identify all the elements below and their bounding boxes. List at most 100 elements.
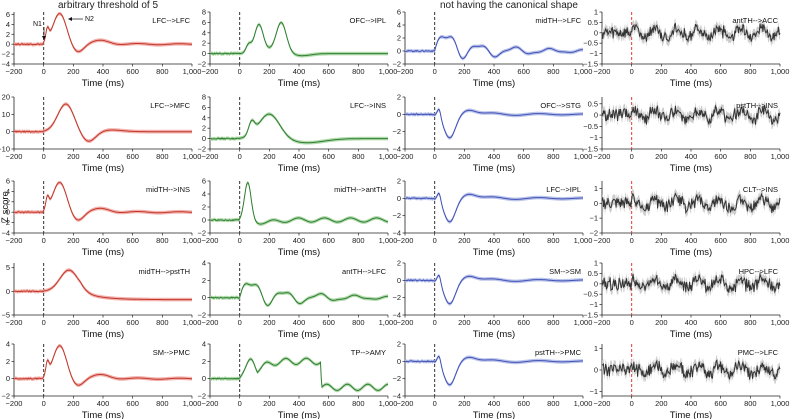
mean-trace bbox=[404, 36, 583, 60]
x-tick-label: 1,000 bbox=[574, 399, 593, 408]
x-axis-title: Time (ms) bbox=[278, 163, 320, 174]
y-tick-label: 4 bbox=[202, 113, 206, 122]
x-axis-title: Time (ms) bbox=[473, 247, 515, 258]
y-tick-label: 0 bbox=[397, 357, 401, 366]
x-tick-label: 200 bbox=[67, 152, 80, 161]
panel-label: midTH-->INS bbox=[146, 185, 190, 194]
x-tick-label: 200 bbox=[655, 318, 668, 327]
y-tick-label: 0.5 bbox=[588, 269, 598, 278]
y-tick-label: 0 bbox=[202, 216, 206, 225]
x-tick-label: 800 bbox=[744, 152, 757, 161]
panel-label: OFC-->STG bbox=[540, 101, 581, 110]
confidence-band bbox=[14, 268, 192, 302]
x-tick-label: −200 bbox=[6, 152, 23, 161]
panel-label: pstTH-->INS bbox=[736, 101, 778, 110]
x-tick-label: 1,000 bbox=[379, 236, 398, 245]
x-tick-label: 0 bbox=[238, 67, 242, 76]
panel-label: SM-->SM bbox=[549, 267, 581, 276]
panel-label: midTH-->pstTH bbox=[139, 267, 190, 276]
y-tick-label: 8 bbox=[202, 93, 206, 102]
x-tick-label: 200 bbox=[263, 67, 276, 76]
y-tick-label: 1 bbox=[594, 344, 598, 353]
x-tick-label: 400 bbox=[685, 399, 698, 408]
y-tick-label: −2 bbox=[197, 60, 206, 69]
panel-label: OFC-->IPL bbox=[350, 16, 386, 25]
mean-trace bbox=[601, 104, 781, 126]
y-tick-label: −1 bbox=[589, 387, 598, 396]
x-tick-label: −200 bbox=[6, 399, 23, 408]
confidence-band bbox=[602, 188, 780, 219]
y-tick-label: 20 bbox=[2, 93, 10, 102]
y-tick-label: 0.5 bbox=[588, 99, 598, 108]
mean-trace bbox=[404, 108, 584, 139]
y-tick-label: −2 bbox=[392, 211, 401, 220]
y-tick-label: −2 bbox=[197, 145, 206, 154]
mean-trace bbox=[601, 359, 781, 380]
x-tick-label: 400 bbox=[97, 152, 110, 161]
x-tick-label: 0 bbox=[42, 399, 46, 408]
y-tick-label: −2 bbox=[392, 127, 401, 136]
y-tick-label: 1 bbox=[594, 8, 598, 17]
confidence-band bbox=[210, 20, 388, 58]
y-tick-label: −2 bbox=[392, 293, 401, 302]
x-tick-label: 400 bbox=[97, 236, 110, 245]
y-tick-label: 4 bbox=[397, 21, 401, 30]
panel-label: SM-->PMC bbox=[153, 348, 191, 357]
confidence-band bbox=[14, 12, 192, 54]
y-tick-label: 4 bbox=[202, 340, 206, 349]
x-axis-title: Time (ms) bbox=[82, 163, 124, 174]
y-tick-label: 4 bbox=[6, 20, 10, 29]
x-tick-label: 800 bbox=[156, 67, 169, 76]
n2-annotation: N2 bbox=[85, 16, 94, 23]
x-axis-title: Time (ms) bbox=[278, 329, 320, 340]
mean-trace bbox=[404, 192, 584, 223]
x-tick-label: 1,000 bbox=[379, 399, 398, 408]
x-axis-title: Time (ms) bbox=[278, 410, 320, 419]
y-tick-label: 2 bbox=[397, 177, 401, 186]
x-tick-label: 400 bbox=[97, 67, 110, 76]
x-axis-title: Time (ms) bbox=[278, 78, 320, 89]
y-tick-label: 2 bbox=[6, 197, 10, 206]
x-tick-label: 800 bbox=[352, 152, 365, 161]
x-tick-label: 600 bbox=[517, 399, 530, 408]
mean-trace bbox=[209, 113, 388, 144]
mean-trace bbox=[14, 345, 193, 386]
x-tick-label: 600 bbox=[126, 236, 139, 245]
y-tick-label: 6 bbox=[6, 177, 10, 186]
x-tick-label: −200 bbox=[397, 399, 414, 408]
y-tick-label: 0 bbox=[594, 279, 598, 288]
panel-label: LFC-->LFC bbox=[152, 16, 190, 25]
x-tick-label: 400 bbox=[97, 318, 110, 327]
y-tick-label: 6 bbox=[202, 103, 206, 112]
y-tick-label: 2 bbox=[202, 276, 206, 285]
y-tick-label: 0 bbox=[202, 134, 206, 143]
x-tick-label: 800 bbox=[547, 399, 560, 408]
x-tick-label: −200 bbox=[202, 67, 219, 76]
y-tick-label: 0 bbox=[397, 276, 401, 285]
column-header-3: not having the canonical shape bbox=[440, 0, 578, 11]
y-tick-label: 4 bbox=[202, 28, 206, 37]
x-axis-title: Time (ms) bbox=[473, 329, 515, 340]
x-tick-label: 800 bbox=[547, 152, 560, 161]
x-tick-label: 1,000 bbox=[574, 67, 593, 76]
x-tick-label: −200 bbox=[6, 236, 23, 245]
x-tick-label: 1,000 bbox=[379, 318, 398, 327]
confidence-band bbox=[210, 281, 388, 308]
x-tick-label: 400 bbox=[685, 67, 698, 76]
x-axis-title: Time (ms) bbox=[82, 329, 124, 340]
x-tick-label: 1,000 bbox=[771, 318, 790, 327]
x-tick-label: −200 bbox=[397, 152, 414, 161]
panel-label: TP-->AMY bbox=[351, 348, 386, 357]
x-tick-label: 1,000 bbox=[771, 152, 790, 161]
y-tick-label: −10 bbox=[0, 145, 10, 154]
y-tick-label: −1 bbox=[589, 49, 598, 58]
x-tick-label: 400 bbox=[488, 399, 501, 408]
y-tick-label: −0.5 bbox=[583, 290, 598, 299]
x-tick-label: 200 bbox=[67, 318, 80, 327]
x-tick-label: 1,000 bbox=[379, 152, 398, 161]
x-tick-label: 1,000 bbox=[574, 152, 593, 161]
x-tick-label: 0 bbox=[433, 67, 437, 76]
y-tick-label: 5 bbox=[6, 263, 10, 272]
y-tick-label: 2 bbox=[202, 203, 206, 212]
